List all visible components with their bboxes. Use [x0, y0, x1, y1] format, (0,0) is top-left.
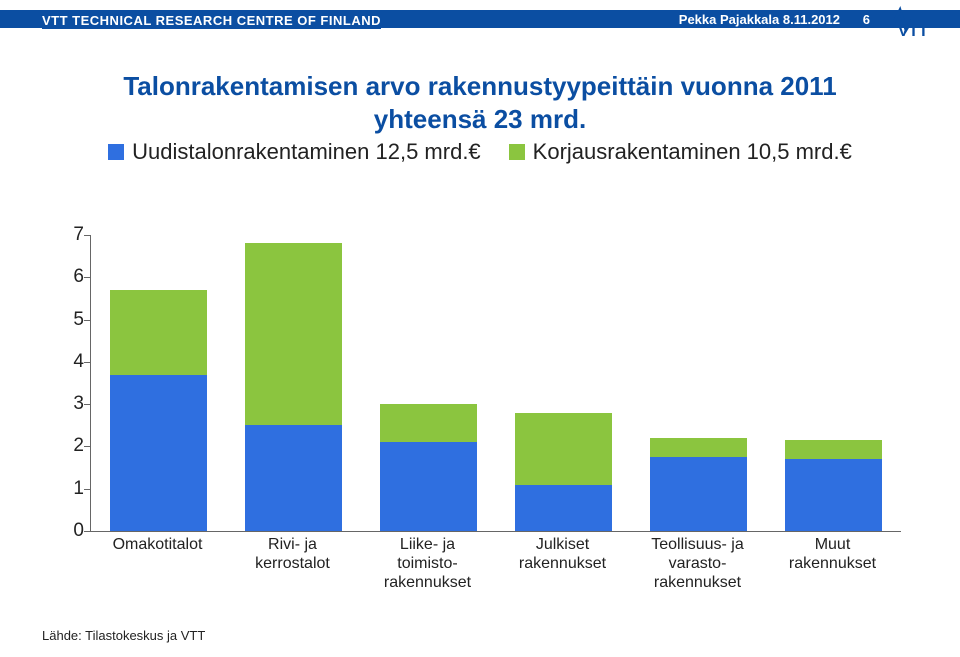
bar-segment-b — [650, 438, 747, 457]
bar-group — [515, 413, 612, 531]
vtt-logo: VTT — [880, 2, 950, 38]
bar-group — [650, 438, 747, 531]
bar-group — [785, 440, 882, 531]
y-tick-label: 2 — [60, 435, 84, 457]
svg-text:VTT: VTT — [898, 23, 928, 38]
y-tick-label: 4 — [60, 351, 84, 373]
page-number: 6 — [863, 12, 870, 27]
bar-segment-b — [110, 290, 207, 375]
x-tick-label: Rivi- jakerrostalot — [225, 535, 360, 573]
legend-label-a: Uudistalonrakentaminen 12,5 mrd.€ — [132, 139, 481, 165]
header: VTT TECHNICAL RESEARCH CENTRE OF FINLAND… — [0, 0, 960, 40]
bar-segment-b — [785, 440, 882, 459]
x-tick-label: Julkisetrakennukset — [495, 535, 630, 573]
legend-label-b: Korjausrakentaminen 10,5 mrd.€ — [533, 139, 852, 165]
bar-segment-a — [110, 375, 207, 531]
bar-segment-a — [785, 459, 882, 531]
bar-segment-b — [380, 404, 477, 442]
org-title: VTT TECHNICAL RESEARCH CENTRE OF FINLAND — [42, 12, 381, 29]
y-tick-label: 3 — [60, 393, 84, 415]
bar-group — [380, 404, 477, 531]
x-tick-label: Liike- jatoimisto-rakennukset — [360, 535, 495, 593]
source-text: Lähde: Tilastokeskus ja VTT — [42, 628, 205, 643]
legend: Uudistalonrakentaminen 12,5 mrd.€ Korjau… — [0, 139, 960, 165]
bar-segment-a — [245, 425, 342, 531]
plot-region — [90, 235, 901, 532]
bar-group — [110, 290, 207, 531]
title-line-1: Talonrakentamisen arvo rakennustyypeittä… — [0, 70, 960, 103]
x-tick-label: Omakotitalot — [90, 535, 225, 554]
legend-item-a: Uudistalonrakentaminen 12,5 mrd.€ — [108, 139, 481, 165]
bar-segment-a — [380, 442, 477, 531]
y-tick-label: 7 — [60, 224, 84, 246]
bar-segment-a — [650, 457, 747, 531]
chart-area: 01234567 OmakotitalotRivi- jakerrostalot… — [60, 235, 900, 565]
bar-segment-b — [515, 413, 612, 485]
chart-title: Talonrakentamisen arvo rakennustyypeittä… — [0, 70, 960, 135]
x-tick-label: Teollisuus- javarasto-rakennukset — [630, 535, 765, 593]
x-tick-label: Muutrakennukset — [765, 535, 900, 573]
legend-item-b: Korjausrakentaminen 10,5 mrd.€ — [509, 139, 852, 165]
title-line-2: yhteensä 23 mrd. — [0, 103, 960, 136]
bar-group — [245, 243, 342, 531]
legend-swatch-a — [108, 144, 124, 160]
y-tick-label: 1 — [60, 478, 84, 500]
y-tick-label: 0 — [60, 520, 84, 542]
bar-segment-b — [245, 243, 342, 425]
author-date: Pekka Pajakkala 8.11.2012 — [679, 12, 840, 27]
y-tick-label: 6 — [60, 266, 84, 288]
y-tick-label: 5 — [60, 309, 84, 331]
legend-swatch-b — [509, 144, 525, 160]
bar-segment-a — [515, 485, 612, 532]
